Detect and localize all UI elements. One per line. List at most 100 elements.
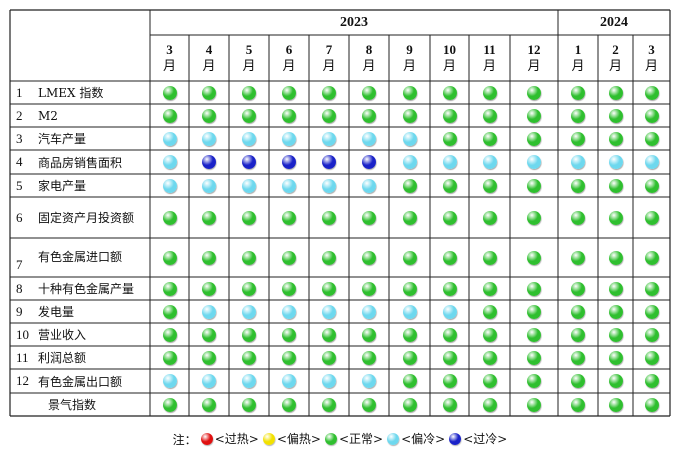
legend-items: <过热> <偏热> <正常> <偏冷> <过冷> <box>197 430 507 448</box>
status-dot <box>644 397 659 412</box>
status-dot <box>242 374 256 388</box>
status-dot <box>608 350 623 365</box>
status-dot <box>282 108 296 123</box>
status-dot <box>202 210 216 225</box>
status-dot <box>362 281 376 296</box>
status-dot <box>162 397 177 412</box>
month-unit: 月 <box>162 59 176 74</box>
status-dot <box>644 131 659 146</box>
month-header: 12 月 <box>510 35 558 81</box>
row-label: 固定资产月投资额 <box>38 211 135 225</box>
year-header: 2023 <box>340 14 368 30</box>
status-dot <box>442 281 457 296</box>
status-dot <box>402 350 417 365</box>
row-label: 景气指数 <box>48 398 97 412</box>
legend-item: <过热> <box>197 430 259 447</box>
status-dot <box>402 397 417 412</box>
status-dot <box>644 85 659 100</box>
status-dot <box>608 131 623 146</box>
status-dot <box>402 178 417 193</box>
status-dot <box>282 281 296 296</box>
status-dot <box>571 281 585 296</box>
status-dot <box>482 131 497 146</box>
status-dot <box>442 85 457 100</box>
status-dot <box>402 108 417 123</box>
status-dot <box>282 178 296 193</box>
status-dot <box>644 155 659 169</box>
status-dot <box>322 304 336 319</box>
status-dot <box>571 350 585 365</box>
status-dot <box>644 210 659 225</box>
status-dot <box>362 350 376 365</box>
status-dot <box>402 304 417 319</box>
status-dot <box>202 281 216 296</box>
status-dot <box>608 178 623 193</box>
status-dot <box>482 350 497 365</box>
status-dot <box>644 250 659 265</box>
status-dot <box>202 350 216 365</box>
status-dot <box>644 327 659 342</box>
month-unit: 月 <box>442 59 456 74</box>
status-dot <box>571 85 585 100</box>
status-dot <box>282 327 296 342</box>
status-dot <box>482 155 497 169</box>
month-number: 12 <box>527 42 541 57</box>
status-dot <box>362 85 376 100</box>
status-dot <box>482 210 497 225</box>
status-dot <box>571 155 585 169</box>
status-dot <box>442 155 457 169</box>
status-dot <box>644 281 659 296</box>
legend-dot <box>449 432 462 445</box>
status-dot <box>527 397 541 412</box>
status-dot <box>571 108 585 123</box>
legend-label: <过热> <box>214 432 259 447</box>
status-dot <box>527 374 541 388</box>
status-dot <box>644 304 659 319</box>
status-dot <box>162 85 177 100</box>
status-dot <box>162 210 177 225</box>
legend-label: <偏冷> <box>401 432 446 447</box>
status-dot <box>644 374 659 388</box>
month-number: 5 <box>245 42 253 57</box>
row-index: 10 <box>16 326 29 342</box>
row-index: 4 <box>16 154 23 169</box>
status-dot <box>442 131 457 146</box>
status-dot <box>527 250 541 265</box>
month-unit: 月 <box>242 59 256 74</box>
month-unit: 月 <box>527 59 541 74</box>
legend-dot <box>387 432 400 445</box>
status-dot <box>402 250 417 265</box>
year-header: 2024 <box>600 14 628 30</box>
status-dot <box>482 304 497 319</box>
month-number: 1 <box>574 42 582 57</box>
month-number: 7 <box>325 42 333 57</box>
status-dot <box>442 374 457 388</box>
status-dot <box>362 250 376 265</box>
row-label: 利润总额 <box>38 351 87 365</box>
month-unit: 月 <box>571 59 585 74</box>
status-dot <box>362 178 376 193</box>
status-dot <box>202 108 216 123</box>
status-dot <box>362 155 376 169</box>
status-dot <box>527 327 541 342</box>
status-dot <box>242 350 256 365</box>
status-dot <box>242 304 256 319</box>
status-dot <box>608 374 623 388</box>
row-label: 家电产量 <box>38 179 87 193</box>
status-dot <box>362 304 376 319</box>
status-dot <box>608 397 623 412</box>
status-dot <box>362 210 376 225</box>
status-dot <box>482 85 497 100</box>
month-number: 3 <box>648 42 655 57</box>
month-unit: 月 <box>482 59 496 74</box>
status-dot <box>482 108 497 123</box>
legend-dot <box>324 432 337 445</box>
status-dot <box>644 108 659 123</box>
status-dot <box>442 397 457 412</box>
month-number: 2 <box>612 42 619 57</box>
